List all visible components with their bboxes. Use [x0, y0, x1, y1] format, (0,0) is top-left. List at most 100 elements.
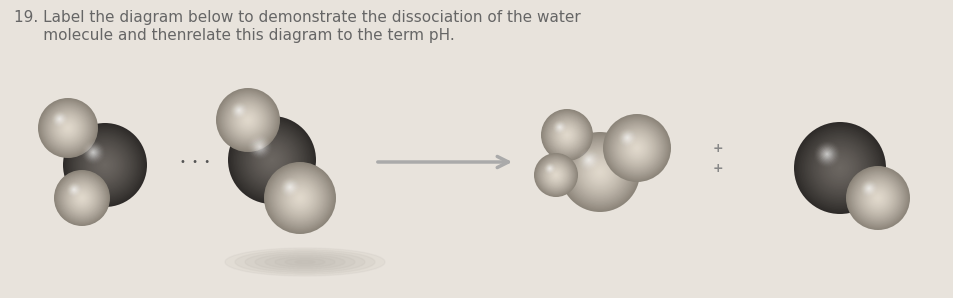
Circle shape [546, 165, 553, 172]
Circle shape [565, 134, 567, 136]
Circle shape [559, 132, 639, 212]
Circle shape [93, 154, 116, 176]
Circle shape [548, 168, 562, 182]
Circle shape [554, 122, 565, 133]
Circle shape [598, 171, 600, 173]
Circle shape [91, 151, 119, 179]
Circle shape [535, 154, 577, 196]
Circle shape [626, 137, 628, 139]
Circle shape [607, 119, 666, 178]
Circle shape [553, 172, 558, 178]
Circle shape [866, 187, 870, 190]
Circle shape [231, 103, 265, 137]
Circle shape [586, 159, 613, 185]
Circle shape [541, 110, 592, 160]
Circle shape [64, 180, 100, 216]
Ellipse shape [245, 252, 365, 272]
Circle shape [579, 151, 597, 169]
Circle shape [550, 170, 560, 180]
Circle shape [563, 136, 636, 208]
Circle shape [582, 155, 617, 189]
Text: +: + [712, 162, 722, 175]
Circle shape [822, 151, 856, 185]
Circle shape [84, 144, 126, 186]
Circle shape [222, 94, 274, 146]
Circle shape [287, 184, 293, 190]
Circle shape [38, 98, 98, 158]
Circle shape [544, 163, 567, 187]
Circle shape [96, 157, 113, 173]
Circle shape [44, 104, 91, 152]
Circle shape [90, 150, 120, 180]
Circle shape [283, 181, 316, 215]
Circle shape [549, 168, 550, 169]
Circle shape [872, 193, 882, 203]
Circle shape [816, 145, 862, 191]
Circle shape [558, 125, 561, 129]
Circle shape [553, 121, 580, 149]
Circle shape [250, 137, 269, 156]
Circle shape [297, 195, 302, 200]
Circle shape [858, 179, 896, 217]
Circle shape [257, 145, 262, 149]
Circle shape [546, 165, 552, 171]
Circle shape [862, 182, 874, 194]
Circle shape [62, 179, 101, 218]
Circle shape [606, 117, 667, 179]
Circle shape [99, 159, 111, 170]
Circle shape [65, 181, 99, 215]
Circle shape [545, 113, 588, 157]
Circle shape [603, 115, 669, 181]
Circle shape [56, 172, 108, 224]
Circle shape [537, 156, 575, 194]
Circle shape [242, 115, 253, 125]
Circle shape [224, 97, 272, 143]
Circle shape [83, 143, 128, 187]
Ellipse shape [294, 260, 314, 264]
Circle shape [609, 121, 663, 175]
Circle shape [72, 189, 91, 207]
Circle shape [74, 190, 90, 205]
Circle shape [59, 118, 60, 120]
Circle shape [574, 147, 624, 197]
Circle shape [831, 160, 847, 176]
Circle shape [853, 173, 902, 223]
Circle shape [549, 118, 584, 152]
Circle shape [823, 153, 855, 183]
Circle shape [873, 194, 882, 202]
Circle shape [219, 91, 276, 149]
Circle shape [632, 143, 640, 153]
Text: molecule and thenrelate this diagram to the term pH.: molecule and thenrelate this diagram to … [14, 28, 455, 43]
Circle shape [225, 98, 270, 142]
Circle shape [556, 125, 577, 145]
Circle shape [618, 129, 656, 167]
Circle shape [59, 176, 104, 221]
Circle shape [812, 140, 866, 195]
Circle shape [55, 115, 81, 141]
Circle shape [585, 157, 614, 187]
Circle shape [821, 148, 832, 160]
Circle shape [549, 168, 562, 181]
Circle shape [77, 193, 87, 203]
Circle shape [293, 191, 307, 205]
Circle shape [536, 155, 576, 195]
Circle shape [80, 140, 130, 190]
Circle shape [592, 164, 607, 180]
Circle shape [57, 173, 107, 223]
Circle shape [62, 122, 74, 134]
Circle shape [590, 163, 609, 181]
Circle shape [68, 184, 80, 195]
Circle shape [48, 108, 88, 148]
Circle shape [102, 162, 108, 168]
Circle shape [39, 99, 97, 157]
Circle shape [294, 192, 306, 204]
Circle shape [98, 158, 112, 172]
Circle shape [45, 105, 91, 151]
Circle shape [800, 128, 879, 208]
Circle shape [288, 186, 312, 210]
Ellipse shape [274, 257, 335, 267]
Ellipse shape [285, 258, 325, 266]
Circle shape [554, 122, 579, 148]
Circle shape [615, 126, 658, 170]
Circle shape [289, 186, 291, 188]
